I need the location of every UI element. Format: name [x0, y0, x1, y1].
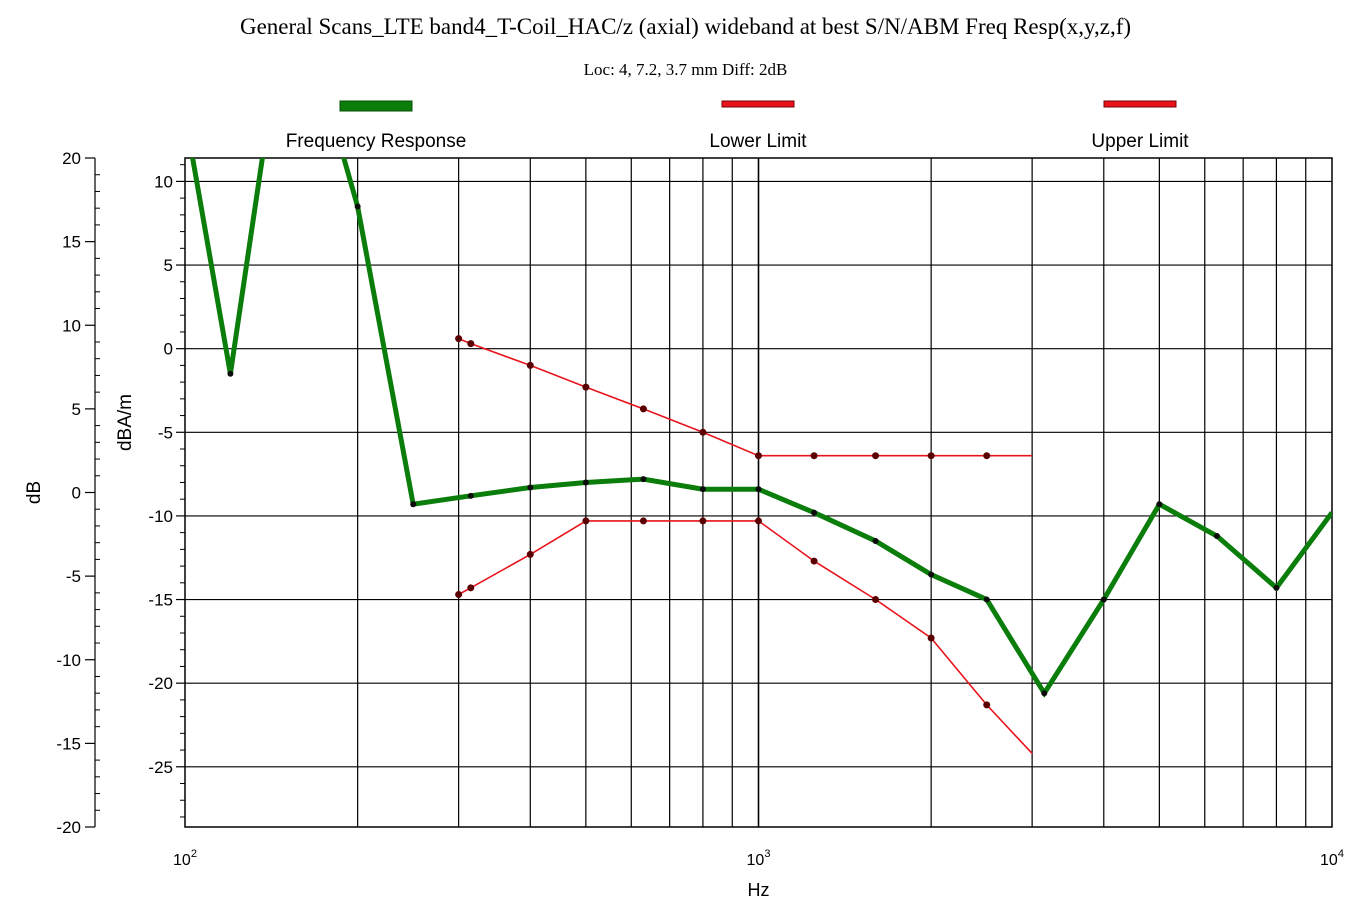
data-point [983, 701, 991, 709]
left-axis-tick-label: 20 [62, 149, 81, 168]
data-point [640, 476, 647, 483]
data-point [1041, 690, 1048, 697]
chart-title: General Scans_LTE band4_T-Coil_HAC/z (ax… [239, 14, 1132, 39]
data-point [983, 596, 990, 603]
right-axis-tick-label: -25 [148, 758, 173, 777]
data-point [699, 486, 706, 493]
right-axis-tick-label: 10 [154, 172, 173, 191]
data-point [1100, 596, 1107, 603]
data-point [467, 584, 475, 592]
data-point [639, 405, 647, 413]
left-axis-tick-label: -20 [56, 818, 81, 837]
data-point [755, 517, 762, 525]
data-point [810, 452, 818, 460]
left-axis-tick-label: 0 [72, 484, 81, 503]
left-axis-tick-label: -15 [56, 734, 81, 753]
left-axis-tick-label: 10 [62, 316, 81, 335]
data-point [1213, 532, 1220, 539]
x-axis-tick-label: 103 [747, 848, 771, 869]
data-point [755, 486, 762, 493]
data-point [455, 591, 463, 599]
data-point [467, 492, 474, 499]
data-point [527, 484, 534, 491]
left-axis-tick-label: -5 [66, 567, 81, 586]
legend-upper-limit-swatch [1103, 100, 1177, 108]
data-point [810, 557, 818, 565]
data-point [928, 571, 935, 578]
data-point [811, 509, 818, 516]
data-point [526, 550, 534, 558]
left-axis-tick-label: -10 [56, 651, 81, 670]
data-point [582, 517, 590, 525]
right-axis-tick-label: -5 [158, 423, 173, 442]
data-point [872, 452, 880, 460]
data-point [455, 335, 463, 343]
data-point [467, 340, 475, 348]
legend-lower-limit-swatch [721, 100, 795, 108]
legend-frequency-response-label: Frequency Response [286, 131, 467, 152]
data-point [983, 452, 991, 460]
data-point [354, 203, 361, 210]
data-point [872, 538, 879, 545]
data-point [639, 517, 647, 525]
chart-subtitle: Loc: 4, 7.2, 3.7 mm Diff: 2dB [583, 60, 788, 79]
x-axis-tick-label: 104 [1320, 848, 1344, 869]
data-point [927, 634, 935, 642]
data-point [582, 479, 589, 486]
right-axis-tick-label: 5 [164, 256, 173, 275]
data-point [227, 370, 234, 377]
data-point [1273, 584, 1280, 591]
data-point [927, 452, 935, 460]
frequency-response-line [190, 158, 1332, 698]
x-axis-label: Hz [748, 880, 770, 900]
legend-upper-limit-label: Upper Limit [1091, 131, 1189, 152]
right-axis-tick-label: -15 [148, 591, 173, 610]
right-axis-label: dBA/m [115, 394, 136, 451]
data-point [1156, 501, 1163, 508]
data-point [872, 596, 880, 604]
data-point [699, 428, 707, 436]
left-axis-tick-label: 15 [62, 233, 81, 252]
right-axis-tick-label: -10 [148, 507, 173, 526]
data-point [755, 452, 762, 460]
x-axis-tick-label: 102 [173, 848, 197, 869]
right-axis-tick-label: -20 [148, 674, 173, 693]
data-point [410, 501, 417, 508]
data-point [699, 517, 707, 525]
data-point [582, 383, 590, 391]
legend-frequency-response-swatch [339, 100, 413, 112]
left-axis-tick-label: 5 [72, 400, 81, 419]
left-axis-label: dB [24, 481, 45, 504]
data-point [526, 361, 534, 369]
right-axis-tick-label: 0 [164, 340, 173, 359]
upper-limit-line [458, 337, 1033, 457]
legend-lower-limit-label: Lower Limit [709, 131, 807, 152]
lower-limit-line [458, 520, 1033, 754]
